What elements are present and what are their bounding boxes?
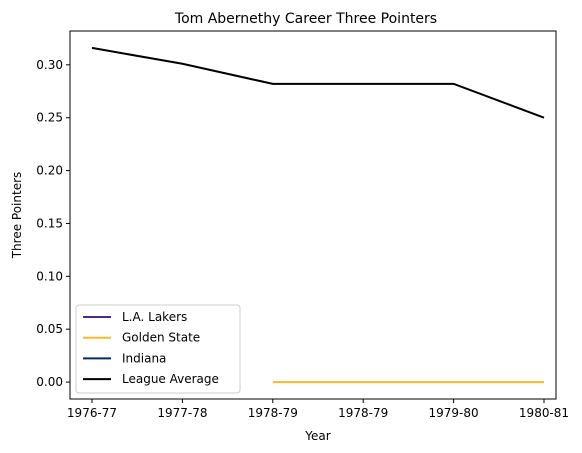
legend-frame [75,304,241,394]
y-tick-label: 0.10 [36,269,63,283]
legend-label: L.A. Lakers [122,310,187,324]
legend-label: Golden State [122,331,200,345]
y-tick-label: 0.25 [36,111,63,125]
x-tick-label: 1980-81 [519,406,569,420]
x-tick-label: 1977-78 [157,406,207,420]
x-axis: 1976-77 1977-78 1978-79 1978-79 1979-80 1980-… [67,399,569,420]
legend-label: Indiana [122,351,166,365]
y-axis-label: Three Pointers [10,172,24,260]
y-axis: 0.00 0.05 0.10 0.15 0.20 0.25 0.30 [36,58,70,389]
y-tick-label: 0.20 [36,164,63,178]
legend: L.A. Lakers Golden State Indiana League Ave… [75,304,241,394]
legend-label: League Average [122,372,219,386]
y-tick-label: 0.15 [36,216,63,230]
plot-area-frame [69,30,557,400]
series-line-league-average [91,46,545,119]
x-axis-label: Year [304,429,330,443]
x-tick-label: 1976-77 [67,406,117,420]
chart-title: Tom Abernethy Career Three Pointers [174,11,437,27]
x-tick-label: 1979-80 [429,406,479,420]
series-layer [91,46,545,384]
x-tick-label: 1978-79 [248,406,298,420]
y-tick-label: 0.30 [36,58,63,72]
x-tick-label: 1978-79 [338,406,388,420]
y-tick-label: 0.00 [36,375,63,389]
y-tick-label: 0.05 [36,322,63,336]
